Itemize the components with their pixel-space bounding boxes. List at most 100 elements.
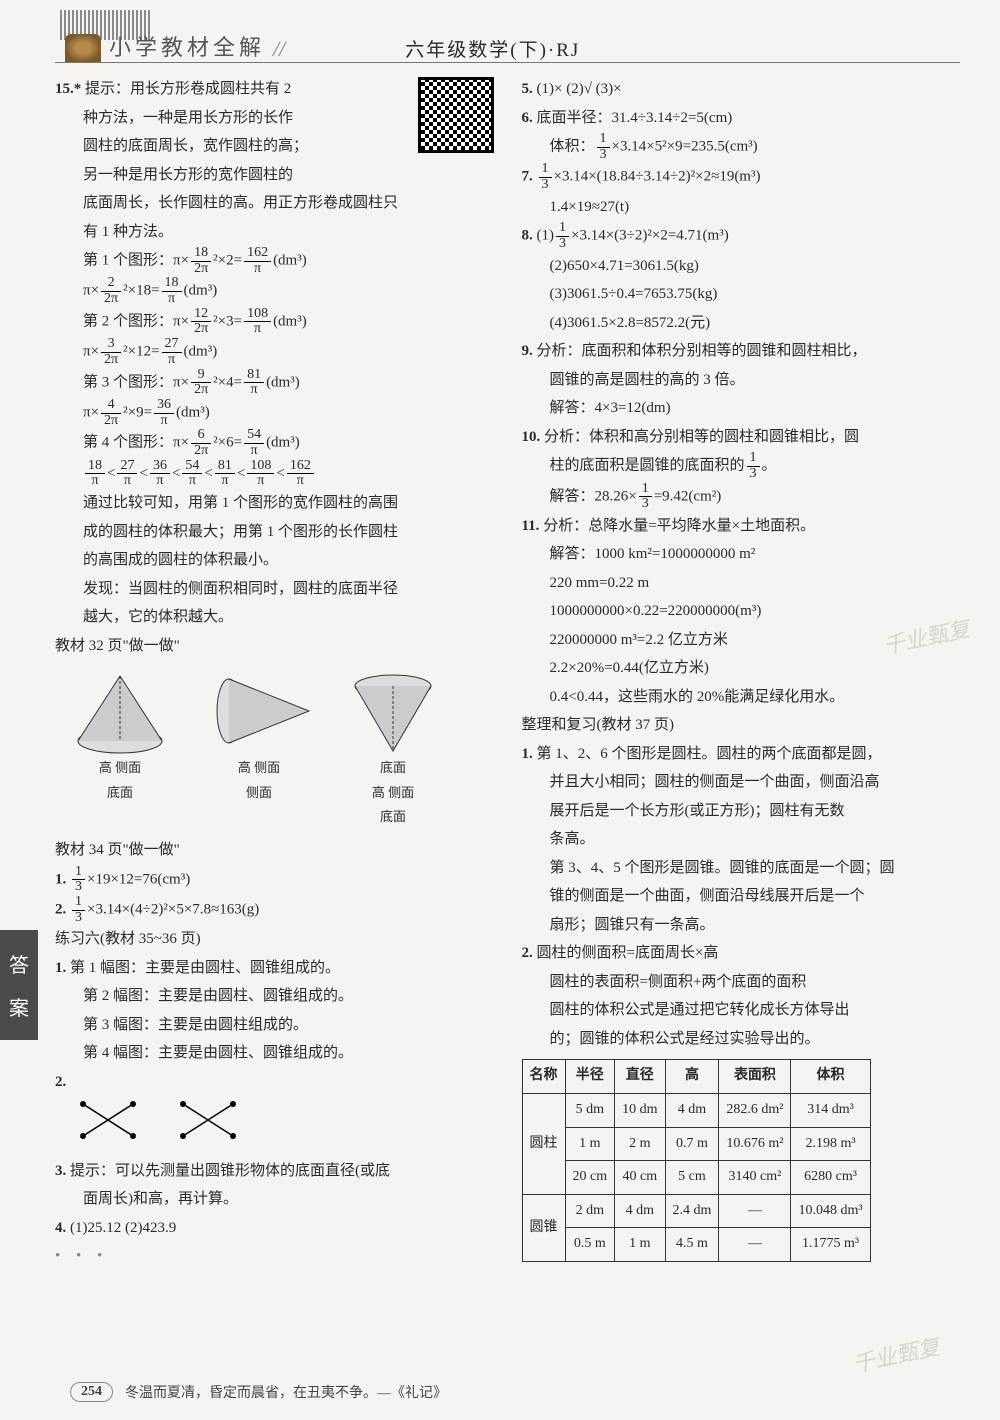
fig4-label: 第 4 个图形： — [83, 435, 173, 451]
side-tab-answers: 答 案 — [0, 930, 38, 1040]
rv1-label: 1. — [522, 746, 533, 762]
chain-ineq: 18π<27π<36π<54π<81π<108π<162π — [55, 459, 494, 489]
q5: 5. (1)× (2)√ (3)× — [522, 75, 961, 104]
cone-fig-2: 高 侧面 侧面 — [199, 666, 319, 830]
rv2c: 圆柱的体积公式是通过把它转化成长方体导出 — [522, 996, 961, 1025]
td-cone: 圆锥 — [522, 1194, 565, 1261]
lbl-s: 侧面 — [115, 760, 141, 775]
td: — — [719, 1228, 791, 1262]
cone-fig-1: 高 侧面 底面 — [65, 666, 175, 830]
rv2: 2. 圆柱的侧面积=底面周长×高 — [522, 939, 961, 968]
q11b: 解答：1000 km²=1000000000 m² — [522, 540, 961, 569]
sec32-head: 教材 32 页"做一做" — [55, 632, 494, 661]
q8: 8. (1)13×3.14×(3÷2)²×2=4.71(m³) — [522, 221, 961, 251]
q11f: 2.2×20%=0.44(亿立方米) — [522, 654, 961, 683]
lbl-side2: 侧面 — [199, 781, 319, 806]
cone-fig-3: 底面 高 侧面 底面 — [343, 666, 443, 830]
rv2d: 的；圆锥的体积公式是经过实验导出的。 — [522, 1025, 961, 1054]
q6-label: 6. — [522, 110, 533, 126]
ex6-4-label: 4. — [55, 1220, 66, 1236]
q9c: 解答：4×3=12(dm) — [522, 394, 961, 423]
table-header-row: 名称 半径 直径 高 表面积 体积 — [522, 1060, 870, 1094]
rv1g: 扇形；圆锥只有一条高。 — [522, 911, 961, 940]
table-row: 圆柱 5 dm 10 dm 4 dm 282.6 dm² 314 dm³ — [522, 1093, 870, 1127]
qr-code-icon — [418, 77, 494, 153]
td: 314 dm³ — [791, 1093, 870, 1127]
q8d: (4)3061.5×2.8=8572.2(元) — [522, 309, 961, 338]
td: 282.6 dm² — [719, 1093, 791, 1127]
q10c: 解答：28.26×13=9.42(cm²) — [522, 482, 961, 512]
q15-label: 15.* — [55, 81, 81, 97]
table-row: 1 m 2 m 0.7 m 10.676 m² 2.198 m³ — [522, 1127, 870, 1161]
footer-quote: 冬温而夏凊，昏定而晨省，在丑夷不争。—《礼记》 — [125, 1382, 447, 1402]
td: — — [719, 1194, 791, 1228]
ex6-1b: 第 2 幅图：主要是由圆柱、圆锥组成的。 — [55, 982, 494, 1011]
q6a: 底面半径：31.4÷3.14÷2=5(cm) — [537, 110, 733, 126]
q15-find2: 越大，它的体积越大。 — [55, 603, 494, 632]
left-column: 15.* 提示：用长方形卷成圆柱共有 2 种方法，一种是用长方形的长作 圆柱的底… — [55, 75, 494, 1271]
cone-icon — [199, 666, 319, 756]
rv1f: 锥的侧面是一个曲面，侧面沿母线展开后是一个 — [522, 882, 961, 911]
rv2b: 圆柱的表面积=侧面积+两个底面的面积 — [522, 968, 961, 997]
td: 5 dm — [565, 1093, 615, 1127]
header-subtitle: 六年级数学(下)·RJ — [405, 35, 580, 62]
ex6-1c: 第 3 幅图：主要是由圆柱组成的。 — [55, 1011, 494, 1040]
q15-conc1: 通过比较可知，用第 1 个图形的宽作圆柱的高围 — [55, 489, 494, 518]
th-name: 名称 — [522, 1060, 565, 1094]
fig3: 第 3 个图形：π×92π²×4=81π(dm³) — [55, 368, 494, 398]
q6b: 体积：13×3.14×5²×9=235.5(cm³) — [522, 132, 961, 162]
q7b: 1.4×19≈27(t) — [522, 193, 961, 222]
cone-diagram-row: 高 侧面 底面 高 侧面 侧面 — [65, 666, 494, 830]
ex6-3a: 提示：可以先测量出圆锥形物体的底面直径(或底 — [70, 1163, 390, 1179]
s34-2: 2. 13×3.14×(4÷2)²×5×7.8≈163(g) — [55, 895, 494, 925]
q8b: (2)650×4.71=3061.5(kg) — [522, 252, 961, 281]
rv1b: 并且大小相同；圆柱的侧面是一个曲面，侧面沿高 — [522, 768, 961, 797]
th-sa: 表面积 — [719, 1060, 791, 1094]
rv2a: 圆柱的侧面积=底面周长×高 — [537, 945, 719, 961]
table-row: 0.5 m 1 m 4.5 m — 1.1775 m³ — [522, 1228, 870, 1262]
lbl-b3: 底面 — [343, 805, 443, 830]
td: 5 cm — [665, 1161, 719, 1195]
q11c: 220 mm=0.22 m — [522, 569, 961, 598]
lbl-h: 高 — [99, 760, 112, 775]
td: 2.4 dm — [665, 1194, 719, 1228]
td: 4.5 m — [665, 1228, 719, 1262]
ex6-1: 1. 第 1 幅图：主要是由圆柱、圆锥组成的。 — [55, 954, 494, 983]
ex6-2: 2. — [55, 1068, 494, 1097]
rv1: 1. 第 1、2、6 个图形是圆柱。圆柱的两个底面都是圆， — [522, 740, 961, 769]
q10a: 分析：体积和高分别相等的圆柱和圆锥相比，圆 — [544, 429, 859, 445]
fig2b: π×32π²×12=27π(dm³) — [55, 337, 494, 367]
ex6-3: 3. 提示：可以先测量出圆锥形物体的底面直径(或底 — [55, 1157, 494, 1186]
ex6-4: 4. (1)25.12 (2)423.9 — [55, 1214, 494, 1243]
q11-label: 11. — [522, 518, 540, 534]
fig1: 第 1 个图形：π×182π²×2=162π(dm³) — [55, 246, 494, 276]
rv2-label: 2. — [522, 945, 533, 961]
page-footer: 254 冬温而夏凊，昏定而晨省，在丑夷不争。—《礼记》 — [70, 1382, 447, 1402]
rv1e: 第 3、4、5 个图形是圆锥。圆锥的底面是一个圆；圆 — [522, 854, 961, 883]
q15-hint: 提示： — [85, 81, 130, 97]
td: 40 cm — [615, 1161, 665, 1195]
q15-l5: 底面周长，长作圆柱的高。用正方形卷成圆柱只 — [55, 189, 494, 218]
rv1c: 展开后是一个长方形(或正方形)；圆柱有无数 — [522, 797, 961, 826]
td: 2 dm — [565, 1194, 615, 1228]
q6: 6. 底面半径：31.4÷3.14÷2=5(cm) — [522, 104, 961, 133]
book-icon — [65, 34, 101, 62]
q11d: 1000000000×0.22=220000000(m³) — [522, 597, 961, 626]
fig2-label: 第 2 个图形： — [83, 313, 173, 329]
dots-icon: • • • — [55, 1242, 494, 1271]
q9b: 圆锥的高是圆柱的高的 3 倍。 — [522, 366, 961, 395]
td: 1 m — [615, 1228, 665, 1262]
side-tab-char1: 答 — [9, 949, 29, 978]
q8-label: 8. — [522, 228, 533, 244]
ex6-4a: (1)25.12 (2)423.9 — [70, 1220, 176, 1236]
ex6-1d: 第 4 幅图：主要是由圆柱、圆锥组成的。 — [55, 1039, 494, 1068]
q10b: 柱的底面积是圆锥的底面积的13。 — [522, 451, 961, 481]
q15-l6: 有 1 种方法。 — [55, 218, 494, 247]
rv1d: 条高。 — [522, 825, 961, 854]
page-content: 小学教材全解 // 六年级数学(下)·RJ 15.* 提示：用长方形卷成圆柱共有… — [0, 0, 1000, 1291]
lbl-b: 底面 — [65, 781, 175, 806]
summary-table: 名称 半径 直径 高 表面积 体积 圆柱 5 dm 10 dm 4 dm 282… — [522, 1059, 871, 1262]
q9a: 分析：底面积和体积分别相等的圆锥和圆柱相比， — [537, 343, 867, 359]
td: 10 dm — [615, 1093, 665, 1127]
q10: 10. 分析：体积和高分别相等的圆柱和圆锥相比，圆 — [522, 423, 961, 452]
